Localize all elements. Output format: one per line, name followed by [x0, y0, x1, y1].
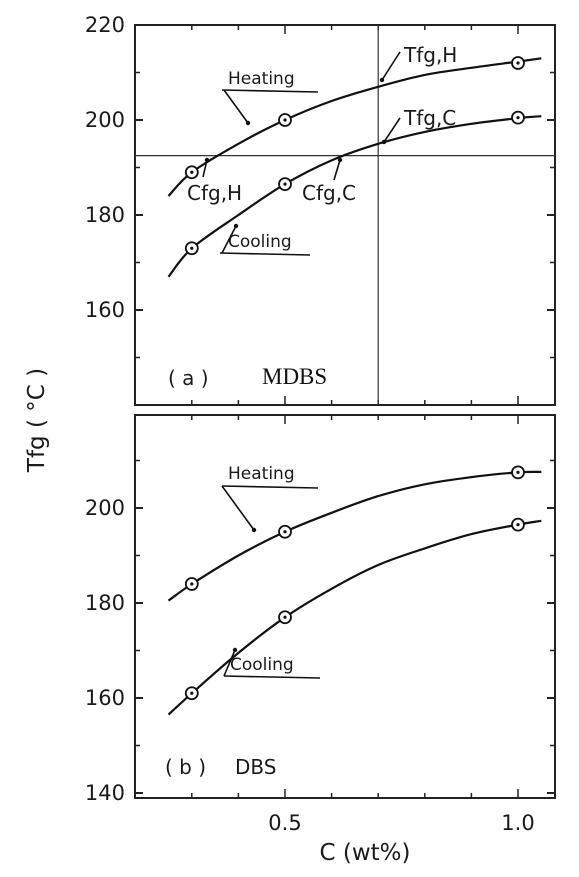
panel-a-cfg-h-arrow [202, 159, 208, 178]
panel-a-heating-point-dot-0.3 [190, 170, 194, 174]
panel-a-tfg-h-arrow [381, 51, 401, 81]
panel-a-frame [134, 24, 556, 406]
panel-b-ytick-label-200: 200 [85, 496, 125, 520]
panel-a-ytick-label-200: 200 [85, 108, 125, 132]
panel-b-cooling-label: Cooling [230, 655, 294, 675]
panel-b-cooling-arrowhead [232, 647, 238, 653]
panel-b-heating-leader [221, 485, 255, 531]
x-axis-title: C (wt%) [319, 840, 410, 866]
panel-b-cooling-point-dot-0.3 [190, 691, 194, 695]
y-axis-title: Tfg ( °C ) [24, 368, 50, 473]
panel-a-tfg-h-label: Tfg,H [403, 43, 457, 67]
panel-a-heating-point-dot-0.5 [283, 118, 287, 122]
panel-a-cfg-c-label: Cfg,C [302, 181, 356, 205]
panel-b-cooling-point-dot-1 [516, 523, 520, 527]
panel-a-cooling-point-dot-0.5 [283, 182, 287, 186]
panel-b-cooling-point-dot-0.5 [283, 615, 287, 619]
panel-a-cooling-underline [219, 252, 311, 256]
panel-a-heating-label: Heating [228, 69, 295, 89]
panel-b-heating-point-dot-0.3 [190, 582, 194, 586]
panel-a-label: ( a ) [168, 366, 209, 390]
panel-a-tfg-h-arrowhead [379, 77, 385, 83]
panel-b-heating-underline [221, 485, 319, 489]
panel-b-ytick-label-180: 180 [85, 591, 125, 615]
xtick-label-1: 1.0 [501, 811, 534, 835]
panel-a-cfg-c-arrow [333, 159, 341, 181]
panel-a-ytick-label-180: 180 [85, 203, 125, 227]
panel-b-heating-point-dot-1 [516, 470, 520, 474]
panel-b-heating-point-dot-0.5 [283, 530, 287, 534]
panel-b-heating-curve [167, 470, 542, 602]
panel-a-cooling-label: Cooling [228, 232, 292, 252]
panel-a-heating-underline [221, 89, 319, 93]
panel-a-cooling-curve [167, 115, 542, 278]
panel-a-cooling-arrowhead [233, 223, 239, 229]
panel-b-ytick-label-140: 140 [85, 781, 125, 805]
panel-a-tfg-c-arrow [383, 117, 401, 143]
panel-b-name: DBS [235, 755, 276, 779]
panel-a-heating-arrowhead [245, 120, 251, 126]
panel-a-cfg-h-arrowhead [204, 157, 210, 163]
panel-b-cooling-underline [223, 675, 321, 679]
panel-a-tfg-c-label: Tfg,C [403, 106, 456, 130]
panel-a-name: MDBS [262, 364, 327, 389]
panel-a-heating-leader [223, 89, 249, 124]
panel-b-heating-label: Heating [228, 464, 295, 484]
panel-b-frame [134, 414, 556, 799]
panel-a-cooling-point-dot-1 [516, 116, 520, 120]
panel-a-heating-point-dot-1 [516, 61, 520, 65]
panel-a-heating-curve [167, 57, 542, 197]
panel-b-cooling-curve [167, 519, 542, 716]
panel-b-label: ( b ) [165, 755, 206, 779]
panel-b-heating-arrowhead [251, 527, 257, 533]
panel-b-ytick-label-160: 160 [85, 686, 125, 710]
panel-a-cfg-c-arrowhead [337, 157, 343, 163]
panel-a-ytick-label-160: 160 [85, 298, 125, 322]
panel-a-ytick-label-220: 220 [85, 13, 125, 37]
panel-a-cfg-h-label: Cfg,H [187, 181, 242, 205]
panel-a-cooling-point-dot-0.3 [190, 246, 194, 250]
xtick-label-0.5: 0.5 [268, 811, 301, 835]
panel-b-cooling-leader [223, 649, 236, 677]
panel-a-tfg-c-arrowhead [381, 139, 387, 145]
panel-a-cooling-leader [221, 225, 237, 254]
